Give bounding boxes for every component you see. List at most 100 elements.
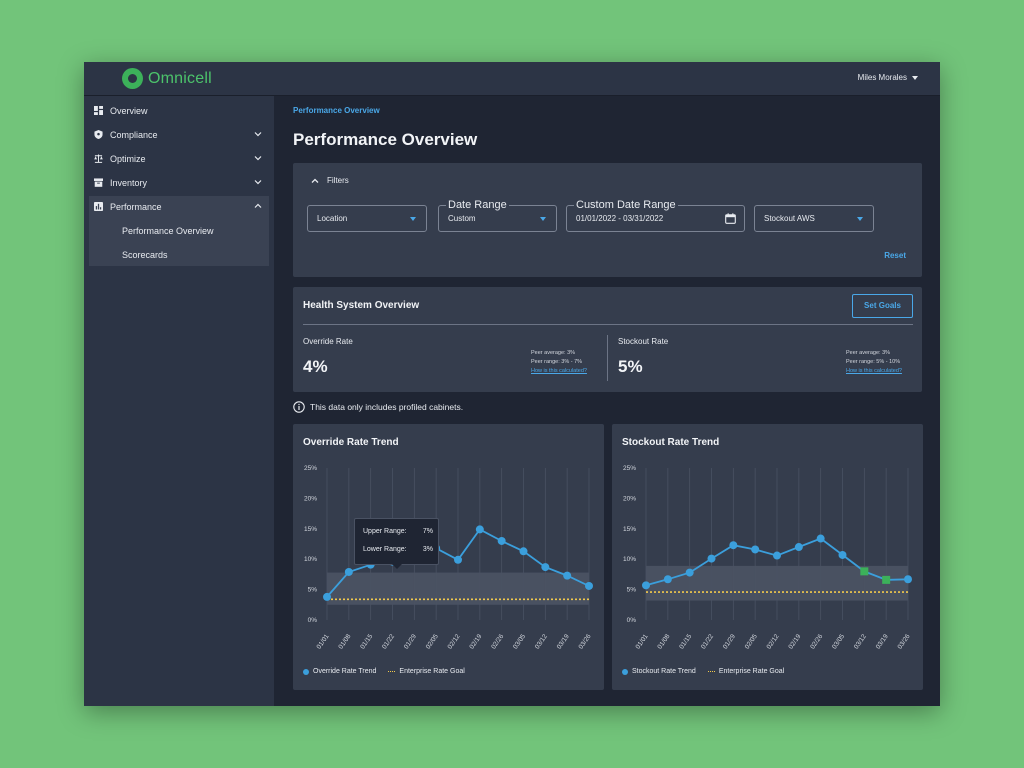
x-tick-label: 03/12 xyxy=(534,633,549,651)
data-point xyxy=(497,536,506,545)
legend-series-marker xyxy=(622,668,628,675)
top-bar: Omnicell Miles Morales xyxy=(84,62,940,96)
page-title: Performance Overview xyxy=(293,130,478,149)
sidebar-item-label: Performance xyxy=(110,202,162,212)
y-tick-label: 0% xyxy=(308,617,318,624)
data-point xyxy=(751,545,760,554)
reset-button[interactable]: Reset xyxy=(884,251,906,260)
x-tick-label: 03/19 xyxy=(556,633,571,651)
x-tick-label: 02/05 xyxy=(425,633,440,651)
filters-toggle[interactable]: Filters xyxy=(311,176,349,185)
stockout-peer-average: Peer average: 3% xyxy=(846,350,891,356)
tooltip-lower-value: 3% xyxy=(422,546,433,553)
location-select[interactable]: Location xyxy=(307,205,427,232)
y-tick-label: 10% xyxy=(304,556,317,563)
x-tick-label: 03/26 xyxy=(578,633,593,651)
data-note-text: This data only includes profiled cabinet… xyxy=(310,402,464,412)
divider xyxy=(607,335,608,381)
omnicell-logo[interactable]: Omnicell xyxy=(122,68,212,89)
x-tick-label: 01/15 xyxy=(359,633,374,651)
data-point xyxy=(816,534,825,543)
tooltip-lower-label: Lower Range: xyxy=(363,546,407,553)
y-tick-label: 5% xyxy=(308,587,318,594)
sidebar-subitem-scorecards[interactable]: Scorecards xyxy=(122,250,168,260)
sidebar-item-label: Overview xyxy=(110,106,148,116)
breadcrumb[interactable]: Performance Overview xyxy=(293,106,380,115)
y-tick-label: 0% xyxy=(627,617,637,624)
filters-heading: Filters xyxy=(327,176,349,185)
x-tick-label: 01/15 xyxy=(678,633,693,651)
data-point xyxy=(519,547,528,556)
legend-goal-label: Enterprise Rate Goal xyxy=(399,668,465,675)
y-tick-label: 15% xyxy=(623,526,636,533)
user-name: Miles Morales xyxy=(857,73,907,82)
calendar-icon[interactable] xyxy=(725,213,736,224)
highlighted-data-point xyxy=(860,567,869,576)
x-tick-label: 01/08 xyxy=(337,633,352,651)
sidebar-item-inventory[interactable]: Inventory xyxy=(84,171,274,195)
legend-series-marker xyxy=(303,668,309,675)
stockout-rate-value: 5% xyxy=(618,357,643,376)
y-tick-label: 20% xyxy=(623,495,636,502)
custom-date-range-input[interactable]: Custom Date Range 01/01/2022 - 03/31/202… xyxy=(566,199,745,232)
dropdown-arrow-icon xyxy=(410,217,416,221)
stockout-rate-label: Stockout Rate xyxy=(618,337,669,346)
highlighted-data-point xyxy=(882,575,891,584)
user-menu[interactable]: Miles Morales xyxy=(858,73,918,82)
date-range-select[interactable]: Date Range Custom xyxy=(438,199,557,232)
custom-date-range-label: Custom Date Range xyxy=(574,199,678,211)
stockout-select[interactable]: Stockout AWS xyxy=(754,205,874,232)
tooltip-upper-value: 7% xyxy=(422,528,433,535)
x-tick-label: 02/05 xyxy=(744,633,759,651)
custom-date-range-value: 01/01/2022 - 03/31/2022 xyxy=(576,214,664,223)
x-tick-label: 02/19 xyxy=(787,633,802,651)
divider xyxy=(303,324,913,325)
bar-chart-icon xyxy=(94,202,103,211)
dashboard-icon xyxy=(94,106,103,115)
override-rate-trend-card: Override Rate Trend 0% 5% 10% 15% 20% 25% 01/0… xyxy=(293,424,604,690)
chart-title: Override Rate Trend xyxy=(303,437,399,448)
data-point xyxy=(685,568,694,577)
sidebar-subitem-performance-overview[interactable]: Performance Overview xyxy=(122,226,214,236)
app-window: Omnicell Miles Morales Overview Complian… xyxy=(84,62,940,706)
info-icon xyxy=(293,401,305,413)
x-tick-label: 01/29 xyxy=(722,633,737,651)
dropdown-arrow-icon xyxy=(857,217,863,221)
y-tick-label: 10% xyxy=(623,556,636,563)
health-system-overview: Health System Overview Set Goals Overrid… xyxy=(293,287,922,392)
x-tick-label: 02/12 xyxy=(766,633,781,651)
chevron-down-icon xyxy=(254,132,262,137)
sidebar-item-overview[interactable]: Overview xyxy=(84,99,274,123)
legend-goal-label: Enterprise Rate Goal xyxy=(718,668,785,675)
override-how-calculated-link[interactable]: How is this calculated? xyxy=(531,368,587,374)
sidebar: Overview Compliance Optimize Inventory P… xyxy=(84,96,274,706)
data-point xyxy=(642,581,650,590)
y-tick-label: 25% xyxy=(623,465,636,472)
data-point xyxy=(838,550,847,559)
sidebar-item-label: Compliance xyxy=(110,130,158,140)
chevron-down-icon xyxy=(254,156,262,161)
chevron-up-icon xyxy=(311,178,319,183)
x-tick-label: 02/26 xyxy=(809,633,824,651)
chart-title: Stockout Rate Trend xyxy=(622,437,720,448)
data-note: This data only includes profiled cabinet… xyxy=(293,401,463,413)
data-point xyxy=(729,541,738,550)
chart-tooltip: Upper Range: 7% Lower Range: 3% xyxy=(354,518,439,569)
scale-icon xyxy=(94,154,103,163)
sidebar-item-compliance[interactable]: Compliance xyxy=(84,123,274,147)
omnicell-logo-icon xyxy=(122,68,143,89)
set-goals-button[interactable]: Set Goals xyxy=(852,294,913,318)
legend-goal-marker xyxy=(388,671,396,672)
stockout-how-calculated-link[interactable]: How is this calculated? xyxy=(846,368,902,374)
sidebar-item-optimize[interactable]: Optimize xyxy=(84,147,274,171)
sidebar-item-performance[interactable]: Performance xyxy=(84,195,274,219)
brand-name: Omnicell xyxy=(148,69,212,87)
data-point xyxy=(773,551,781,560)
override-rate-label: Override Rate xyxy=(303,337,353,346)
location-placeholder: Location xyxy=(317,214,348,223)
data-point xyxy=(794,543,803,552)
health-title: Health System Overview xyxy=(303,300,420,311)
data-point xyxy=(344,567,353,576)
x-tick-label: 01/01 xyxy=(635,633,650,651)
data-point xyxy=(323,592,331,601)
